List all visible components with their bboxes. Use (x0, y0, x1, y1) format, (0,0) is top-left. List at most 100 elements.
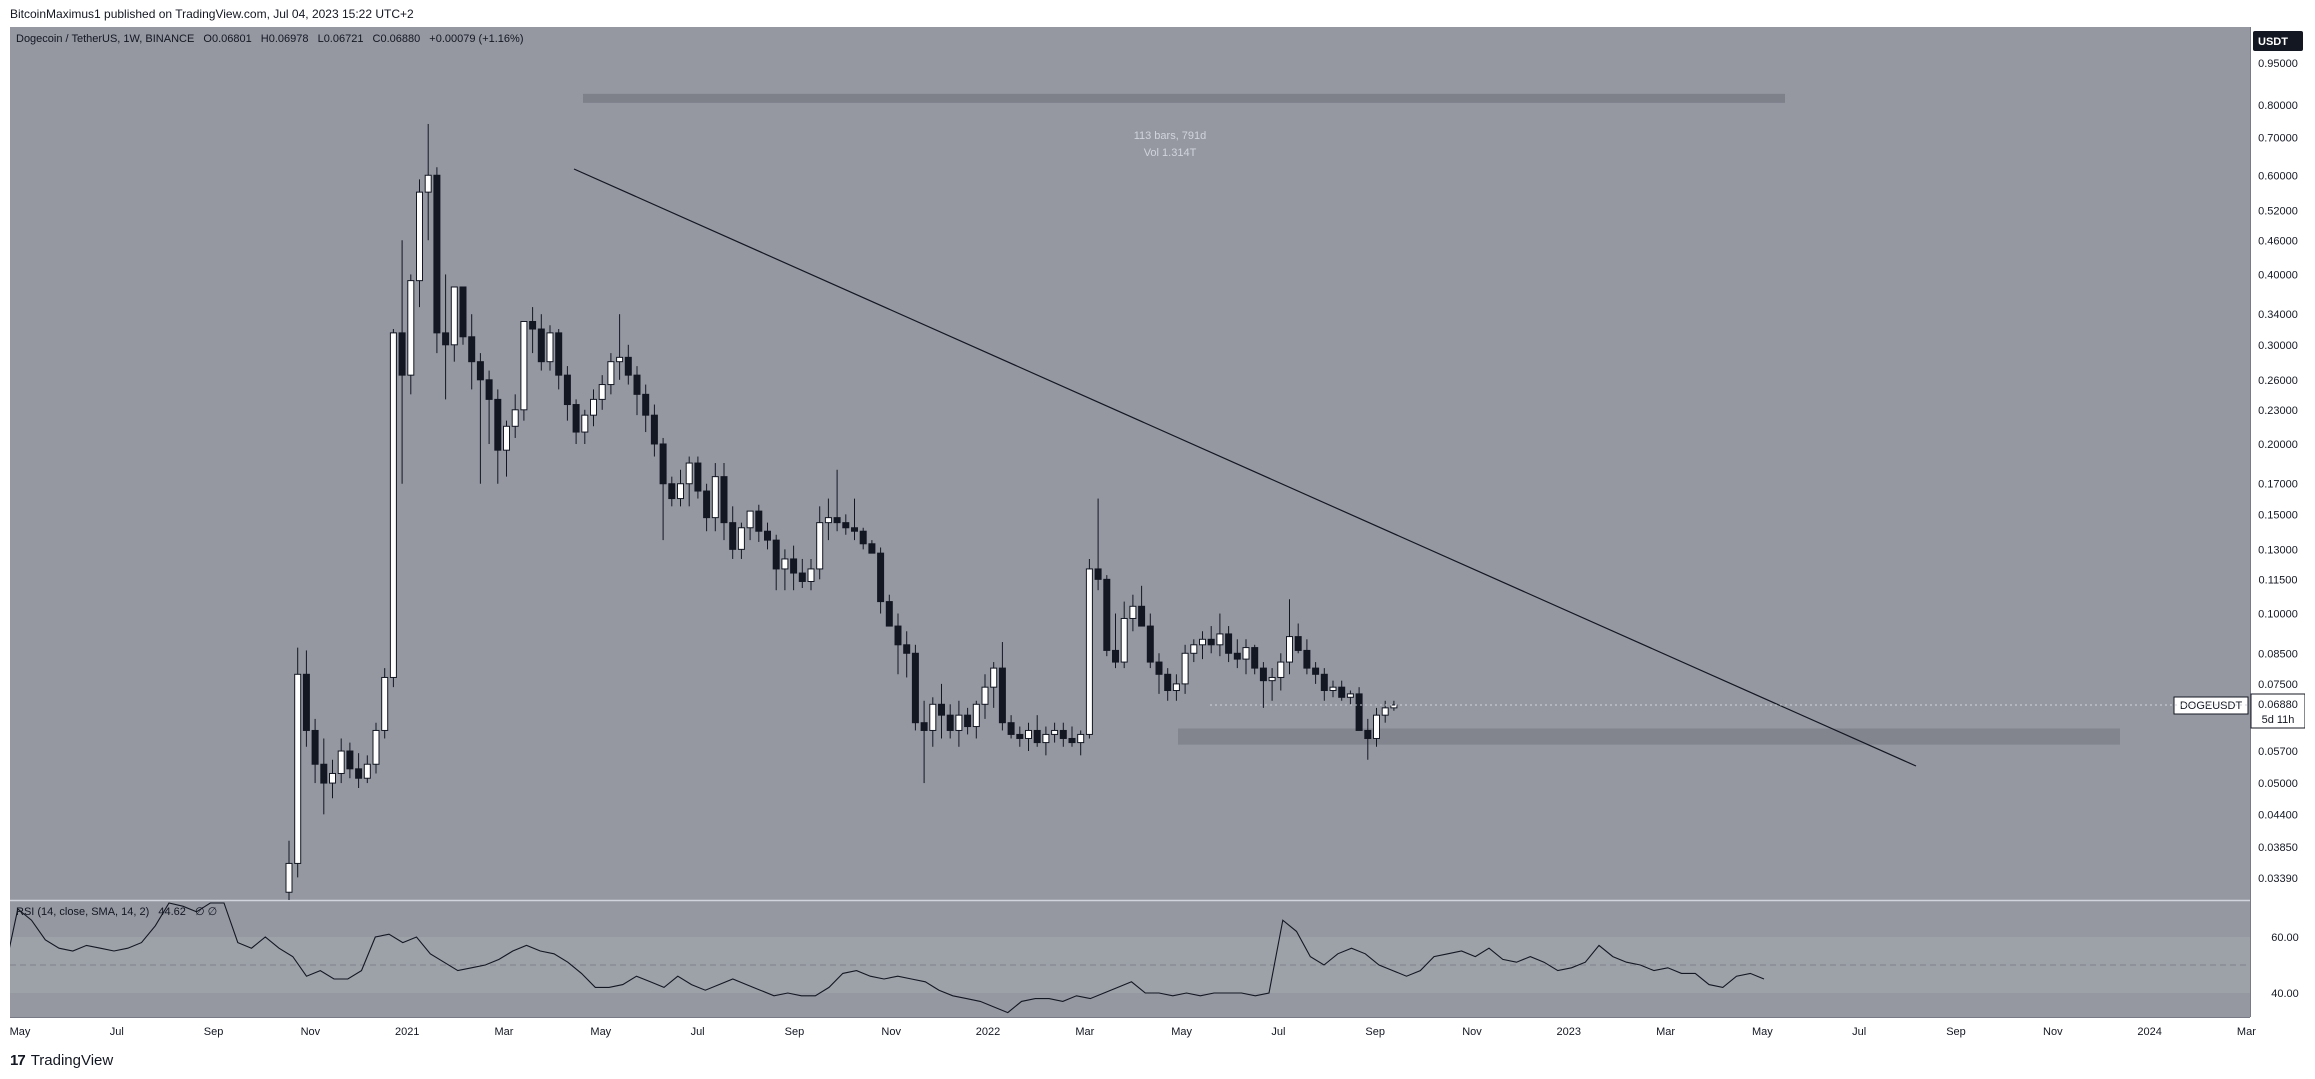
candle-bear (494, 398, 502, 451)
candle-bear (885, 601, 893, 627)
candle-bull (1286, 636, 1293, 663)
symbol-legend[interactable]: Dogecoin / TetherUS, 1W, BINANCE O0.0680… (16, 33, 523, 45)
candle-bear (1094, 568, 1102, 580)
candle-bull (407, 280, 415, 376)
candle-bull (737, 527, 745, 550)
time-tick-label: Nov (881, 1026, 901, 1038)
measure-label-volume: Vol 1.314T (1144, 147, 1197, 159)
candle-bull (929, 703, 937, 731)
candle-bear (468, 336, 476, 363)
time-tick-label: 2023 (1557, 1026, 1581, 1038)
candle-bear (1164, 673, 1172, 692)
price-tick-label: 0.05700 (2258, 746, 2298, 758)
candle-bull (972, 703, 980, 728)
candle-bear (1225, 633, 1233, 654)
candle-bear (1355, 693, 1363, 731)
candle-bear (772, 539, 780, 570)
price-tick-label: 0.52000 (2258, 205, 2298, 217)
candle-bear (868, 543, 876, 554)
price-tick-label: 0.03850 (2258, 842, 2298, 854)
time-tick-label: Nov (1462, 1026, 1482, 1038)
rsi-group (3, 902, 1765, 1014)
candle-bear (1068, 737, 1076, 744)
candle-bull (990, 667, 998, 688)
candle-bear (764, 530, 771, 541)
price-tick-label: 0.07500 (2258, 679, 2298, 691)
candlestick-chart[interactable]: 113 bars, 791d Vol 1.314T 0.95000 0.80000… (3, 27, 2306, 1045)
candle-bear (894, 625, 902, 646)
candle-bear (1016, 733, 1024, 739)
legend-change: +0.00079 (+1.16%) (429, 33, 523, 45)
tradingview-logo-icon[interactable]: 17 (10, 1052, 26, 1069)
candle-bull (363, 763, 371, 779)
rsi-legend-value: 44.62 (158, 906, 186, 918)
descending-trendline (573, 168, 1917, 767)
bar-countdown: 5d 11h (2262, 714, 2295, 726)
candle-bull (329, 772, 336, 784)
trendline-group (573, 168, 1917, 767)
price-tick-label: 0.70000 (2258, 133, 2298, 145)
candle-bear (537, 328, 545, 363)
time-tick-label: 2024 (2137, 1026, 2161, 1038)
candle-bear (311, 729, 319, 765)
candle-bear (1320, 673, 1328, 692)
price-tag: DOGEUSDT 0.06880 5d 11h (1210, 693, 2306, 729)
legend-high-label: H (261, 33, 269, 45)
candle-bear (320, 763, 328, 784)
candle-bear (529, 320, 537, 330)
candle-bull (1025, 729, 1032, 739)
candle-bull (616, 356, 624, 363)
time-tick-label: Jul (691, 1026, 705, 1038)
footer-brand[interactable]: TradingView (30, 1052, 114, 1069)
candle-bear (938, 703, 945, 716)
candle-bear (650, 414, 658, 445)
time-tick-label: Sep (204, 1026, 224, 1038)
candle-bear (1059, 729, 1067, 739)
support-zone (1178, 728, 2120, 745)
time-axis-background (10, 1017, 2250, 1045)
candle-bear (720, 476, 728, 524)
currency-badge[interactable] (2253, 31, 2303, 51)
price-ticks-group: 0.95000 0.80000 0.70000 0.60000 0.52000 0.460… (2258, 58, 2298, 885)
candle-bull (981, 686, 989, 705)
time-ticks-group: May Jul Sep Nov 2021 Mar May Jul Sep Nov 2022 Mar Ma… (10, 1026, 2257, 1038)
candle-bull (685, 462, 693, 485)
time-tick-label: Mar (1656, 1026, 1675, 1038)
candle-bear (433, 174, 441, 334)
candle-bull (1181, 652, 1189, 685)
candle-bull (294, 673, 302, 864)
candle-bull (1390, 704, 1398, 709)
time-tick-label: May (590, 1026, 611, 1038)
time-tick-label: May (1752, 1026, 1773, 1038)
price-tick-label: 0.30000 (2258, 340, 2298, 352)
candle-bear (694, 462, 702, 492)
candle-bear (485, 379, 493, 400)
time-tick-label: Jul (1271, 1026, 1285, 1038)
candle-bear (1251, 647, 1259, 669)
candle-bull (816, 522, 824, 570)
rsi-legend[interactable]: RSI (14, close, SMA, 14, 2) 44.62 ∅ ∅ (16, 906, 217, 918)
price-tick-label: 0.03390 (2258, 873, 2298, 885)
candles-group (285, 123, 1398, 900)
time-tick-label: Mar (495, 1026, 514, 1038)
candle-bull (1242, 647, 1250, 660)
candle-bear (729, 522, 737, 550)
candle-bear (1146, 625, 1154, 663)
candle-bear (920, 722, 928, 731)
candle-bear (1312, 667, 1320, 675)
legend-open-label: O (203, 33, 212, 45)
publisher-line: BitcoinMaximus1 published on TradingView… (10, 7, 414, 21)
time-tick-label: Jul (110, 1026, 124, 1038)
candle-bull (746, 510, 754, 529)
candle-bear (964, 714, 972, 728)
price-tick-label: 0.15000 (2258, 509, 2298, 521)
candle-bear (851, 527, 858, 532)
candle-bull (1199, 638, 1206, 646)
legend-close-value: 0.06880 (380, 33, 420, 45)
time-tick-label: Jul (1852, 1026, 1866, 1038)
price-tick-label: 0.20000 (2258, 439, 2298, 451)
price-tick-label: 0.46000 (2258, 235, 2298, 247)
time-tick-label: Mar (2237, 1026, 2256, 1038)
candle-bear (1364, 729, 1372, 739)
candle-bear (859, 530, 867, 545)
